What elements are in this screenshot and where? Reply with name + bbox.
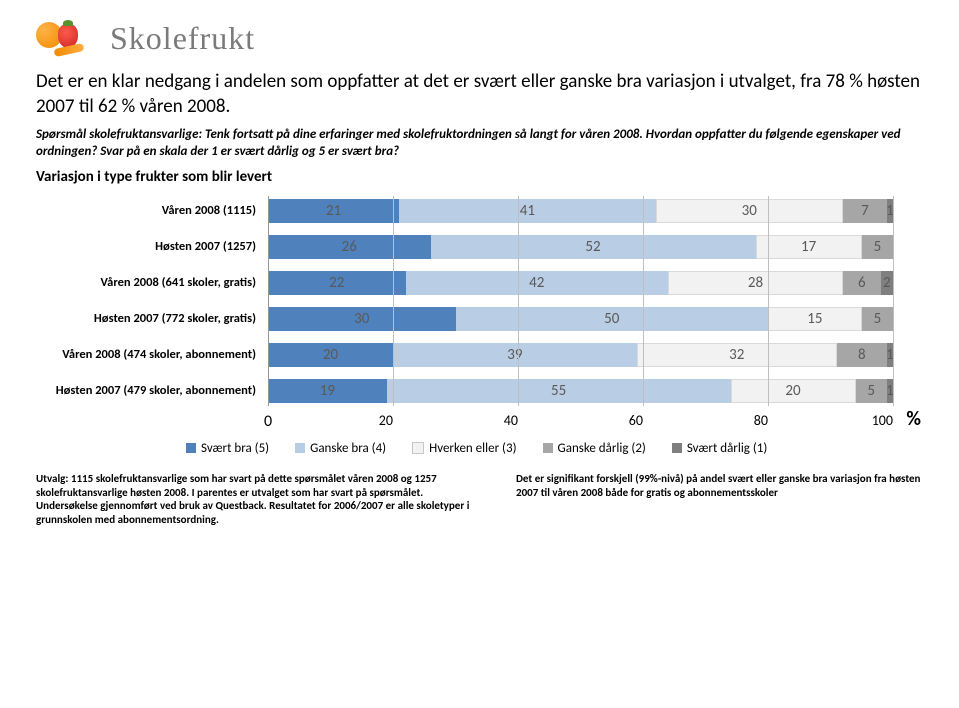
x-tick: 60: [518, 412, 643, 429]
legend-item: Svært dårlig (1): [672, 441, 767, 456]
legend-label: Ganske bra (4): [310, 441, 386, 456]
bar-segment: 30: [656, 199, 844, 223]
footer-significance-note: Det er signifikant forskjell (99%-nivå) …: [516, 472, 923, 527]
page-title: Det er en klar nedgang i andelen som opp…: [36, 70, 923, 119]
chart-section-title: Variasjon i type frukter som blir levert: [36, 168, 923, 186]
bar-row: Høsten 2007 (1257)2652175: [46, 232, 923, 262]
bar-segment: 8: [837, 343, 887, 367]
legend-label: Ganske dårlig (2): [558, 441, 646, 456]
legend-swatch: [543, 443, 553, 453]
legend-label: Svært bra (5): [201, 441, 269, 456]
legend-label: Hverken eller (3): [429, 441, 516, 456]
chart-legend: Svært bra (5) Ganske bra (4) Hverken eller…: [186, 441, 923, 456]
bar-segment: 50: [456, 307, 769, 331]
bar-segment: 22: [268, 271, 406, 295]
bar-segment: 39: [393, 343, 637, 367]
legend-swatch: [672, 443, 682, 453]
bar-row-label: Høsten 2007 (479 skoler, abonnement): [46, 384, 268, 398]
stacked-bar-chart: Våren 2008 (1115)21413071Høsten 2007 (12…: [46, 196, 923, 456]
x-tick: 100: [768, 412, 893, 429]
bar-row-label: Høsten 2007 (1257): [46, 240, 268, 254]
question-subtitle: Spørsmål skolefruktansvarlige: Tenk fort…: [36, 127, 923, 160]
bar: 2652175: [268, 235, 893, 259]
bar-segment: 42: [406, 271, 669, 295]
bar-segment: 2: [881, 271, 894, 295]
bar-row-label: Våren 2008 (474 skoler, abonnement): [46, 348, 268, 362]
bar-segment: 7: [843, 199, 887, 223]
legend-label: Svært dårlig (1): [687, 441, 767, 456]
bar-row: Våren 2008 (1115)21413071: [46, 196, 923, 226]
bar-segment: 5: [862, 235, 893, 259]
bar-segment: 21: [268, 199, 399, 223]
bar-row-label: Høsten 2007 (772 skoler, gratis): [46, 312, 268, 326]
bar-segment: 6: [843, 271, 881, 295]
bar-row-label: Våren 2008 (1115): [46, 204, 268, 218]
bar-segment: 19: [268, 379, 387, 403]
legend-item: Ganske dårlig (2): [543, 441, 646, 456]
bar-segment: 30: [268, 307, 456, 331]
x-axis: 020406080100: [268, 412, 893, 429]
bar-segment: 55: [387, 379, 731, 403]
bar-row: Høsten 2007 (479 skoler, abonnement)1955…: [46, 376, 923, 406]
bar-row: Høsten 2007 (772 skoler, gratis)3050155: [46, 304, 923, 334]
page: Skolefrukt Det er en klar nedgang i ande…: [0, 0, 959, 708]
bar-segment: 41: [399, 199, 655, 223]
bar: 20393281: [268, 343, 893, 367]
brand-name: Skolefrukt: [110, 20, 255, 57]
bar-segment: 15: [768, 307, 862, 331]
footer-sample-note: Utvalg: 1115 skolefruktansvarlige som ha…: [36, 472, 476, 527]
bar: 3050155: [268, 307, 893, 331]
bar-segment: 32: [637, 343, 837, 367]
legend-swatch: [186, 443, 196, 453]
bar: 22422862: [268, 271, 893, 295]
bar-segment: 1: [887, 343, 893, 367]
x-tick: 80: [643, 412, 768, 429]
header: Skolefrukt: [36, 16, 923, 60]
bar-segment: 26: [268, 235, 431, 259]
bar-segment: 28: [668, 271, 843, 295]
bar-segment: 17: [756, 235, 862, 259]
bar-segment: 20: [268, 343, 393, 367]
bar: 21413071: [268, 199, 893, 223]
bar-segment: 1: [887, 379, 893, 403]
bar-segment: 5: [862, 307, 893, 331]
x-tick: 20: [268, 412, 393, 429]
percent-symbol: %: [906, 407, 921, 431]
bar: 19552051: [268, 379, 893, 403]
bar-segment: 5: [856, 379, 887, 403]
bar-segment: 1: [887, 199, 893, 223]
bar-row: Våren 2008 (641 skoler, gratis)22422862: [46, 268, 923, 298]
footer: Utvalg: 1115 skolefruktansvarlige som ha…: [36, 472, 923, 527]
bar-row: Våren 2008 (474 skoler, abonnement)20393…: [46, 340, 923, 370]
fruit-logo-icon: [36, 16, 100, 60]
legend-swatch: [295, 443, 305, 453]
bar-segment: 20: [731, 379, 856, 403]
x-tick: 40: [393, 412, 518, 429]
legend-swatch: [412, 442, 424, 454]
legend-item: Svært bra (5): [186, 441, 269, 456]
bar-segment: 52: [431, 235, 756, 259]
legend-item: Ganske bra (4): [295, 441, 386, 456]
bar-row-label: Våren 2008 (641 skoler, gratis): [46, 276, 268, 290]
legend-item: Hverken eller (3): [412, 441, 516, 456]
